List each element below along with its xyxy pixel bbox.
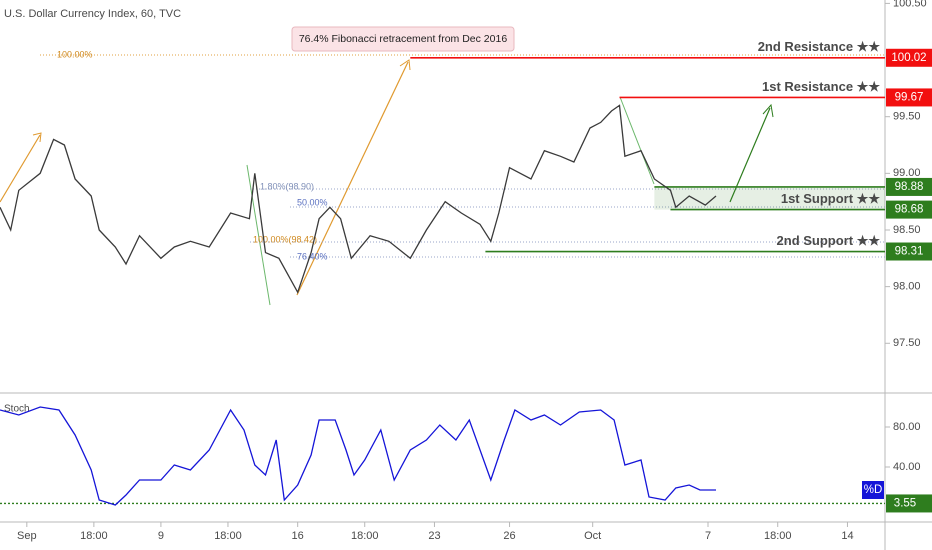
fib-label: 1.80%(98.90)	[260, 181, 314, 191]
y-tick-label: 98.00	[893, 281, 921, 293]
support-zone	[654, 186, 885, 210]
x-tick-label: Sep	[17, 530, 37, 542]
trend-arrow	[296, 61, 409, 296]
x-tick-label: 23	[428, 530, 440, 542]
arrow-head	[32, 132, 42, 143]
level-label: 1st Support ★★	[781, 191, 880, 206]
x-tick-label: 18:00	[214, 530, 242, 542]
fib-label: 100.00%	[57, 49, 93, 59]
y-tick-label: 97.50	[893, 337, 921, 349]
stoch-legend: %D	[864, 484, 883, 496]
stoch-tag	[886, 494, 932, 513]
price-tag-label: 98.31	[895, 246, 924, 258]
stoch-line	[0, 406, 716, 506]
y-tick-label: 80.00	[893, 421, 921, 433]
y-tick-label: 100.50	[893, 0, 927, 9]
y-tick-label: 99.00	[893, 167, 921, 179]
y-tick-label: 98.50	[893, 224, 921, 236]
wave-arrow	[246, 164, 271, 306]
arrow-head	[399, 59, 411, 71]
fib-label: 50.00%	[297, 197, 328, 207]
price-line	[0, 104, 717, 294]
wave-arrow	[619, 96, 655, 185]
price-tag	[886, 177, 932, 196]
x-tick-label: 7	[705, 530, 711, 542]
price-tag	[886, 242, 932, 261]
price-tag-label: 98.88	[895, 181, 924, 193]
fib-label: 76.40%	[297, 251, 328, 261]
x-tick-label: 18:00	[351, 530, 379, 542]
trend-arrow	[0, 134, 41, 203]
x-tick-label: 9	[158, 530, 164, 542]
fib-label: 100.00%(98.42)	[253, 234, 317, 244]
price-tag	[886, 48, 932, 67]
y-tick-label: 40.00	[893, 461, 921, 473]
x-tick-label: 14	[841, 530, 853, 542]
price-tag-label: 98.68	[895, 204, 924, 216]
level-label: 2nd Support ★★	[777, 233, 881, 248]
level-label: 2nd Resistance ★★	[758, 39, 881, 54]
annotation: 76.4% Fibonacci retracement from Dec 201…	[299, 33, 508, 45]
price-tag	[886, 200, 932, 219]
price-tag-label: 100.02	[891, 52, 926, 64]
price-tag	[886, 88, 932, 107]
stoch-tag-label: 3.55	[894, 497, 916, 509]
annotation-box	[291, 26, 515, 52]
stoch-label: Stoch	[4, 404, 30, 415]
arrow-head	[762, 103, 774, 118]
x-tick-label: 18:00	[764, 530, 792, 542]
x-tick-label: Oct	[584, 530, 601, 542]
x-tick-label: 18:00	[80, 530, 108, 542]
stoch-legend-tag	[862, 481, 884, 499]
x-tick-label: 16	[292, 530, 304, 542]
y-tick-label: 99.50	[893, 111, 921, 123]
chart-title: U.S. Dollar Currency Index, 60, TVC	[4, 8, 181, 20]
price-tag-label: 99.67	[895, 91, 924, 103]
level-label: 1st Resistance ★★	[762, 79, 880, 94]
x-tick-label: 26	[503, 530, 515, 542]
